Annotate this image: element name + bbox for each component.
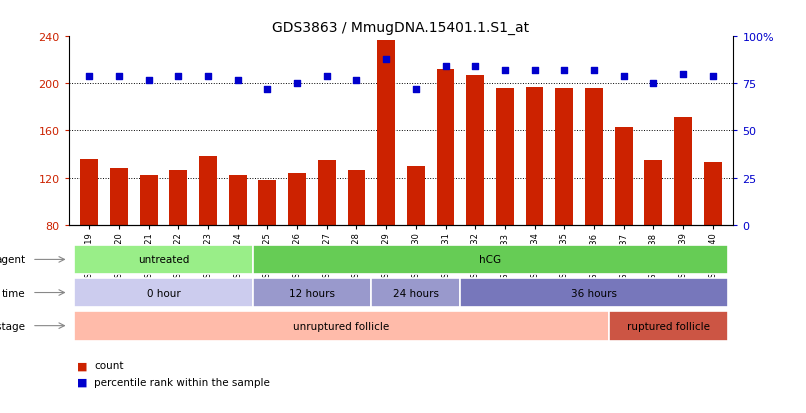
Point xyxy=(647,81,660,88)
Bar xyxy=(704,163,721,225)
Bar xyxy=(110,169,128,225)
Bar xyxy=(555,89,573,225)
Point xyxy=(380,57,393,63)
Bar xyxy=(259,180,276,225)
Point xyxy=(588,68,600,74)
Text: untreated: untreated xyxy=(138,255,189,265)
Point xyxy=(409,86,422,93)
Bar xyxy=(169,171,187,225)
Bar xyxy=(318,161,335,225)
Point xyxy=(498,68,511,74)
Bar xyxy=(252,245,728,275)
Point xyxy=(528,68,541,74)
Bar xyxy=(377,41,395,225)
Bar xyxy=(674,118,692,225)
Point xyxy=(202,74,214,80)
Point xyxy=(350,77,363,84)
Point xyxy=(142,77,155,84)
Point xyxy=(172,74,185,80)
Bar xyxy=(585,89,603,225)
Text: development stage: development stage xyxy=(0,321,25,331)
Bar xyxy=(526,88,543,225)
Text: 0 hour: 0 hour xyxy=(147,288,181,298)
Bar xyxy=(199,157,217,225)
Bar xyxy=(615,128,633,225)
Text: hCG: hCG xyxy=(479,255,501,265)
Bar xyxy=(252,278,372,308)
Text: unruptured follicle: unruptured follicle xyxy=(293,321,390,331)
Bar xyxy=(74,311,609,341)
Bar xyxy=(645,161,663,225)
Point xyxy=(291,81,304,88)
Bar xyxy=(289,173,306,225)
Point xyxy=(320,74,333,80)
Bar xyxy=(81,159,98,225)
Bar xyxy=(437,70,455,225)
Point xyxy=(617,74,630,80)
Point xyxy=(231,77,244,84)
Text: ■: ■ xyxy=(77,361,87,370)
Text: 12 hours: 12 hours xyxy=(289,288,335,298)
Title: GDS3863 / MmugDNA.15401.1.S1_at: GDS3863 / MmugDNA.15401.1.S1_at xyxy=(272,21,530,35)
Text: agent: agent xyxy=(0,255,25,265)
Bar xyxy=(347,171,365,225)
Point xyxy=(113,74,126,80)
Bar xyxy=(74,278,252,308)
Bar xyxy=(496,89,513,225)
Text: time: time xyxy=(2,288,25,298)
Text: 24 hours: 24 hours xyxy=(393,288,438,298)
Text: count: count xyxy=(94,361,124,370)
Point xyxy=(558,68,571,74)
Point xyxy=(676,71,689,78)
Bar xyxy=(139,176,157,225)
Bar xyxy=(609,311,728,341)
Text: percentile rank within the sample: percentile rank within the sample xyxy=(94,377,270,387)
Bar xyxy=(229,176,247,225)
Text: 36 hours: 36 hours xyxy=(571,288,617,298)
Bar xyxy=(372,278,460,308)
Point xyxy=(439,64,452,71)
Bar xyxy=(467,76,484,225)
Text: ruptured follicle: ruptured follicle xyxy=(626,321,709,331)
Bar xyxy=(74,245,252,275)
Point xyxy=(469,64,482,71)
Text: ■: ■ xyxy=(77,377,87,387)
Point xyxy=(261,86,274,93)
Bar xyxy=(460,278,728,308)
Point xyxy=(83,74,96,80)
Bar xyxy=(407,166,425,225)
Point xyxy=(706,74,719,80)
